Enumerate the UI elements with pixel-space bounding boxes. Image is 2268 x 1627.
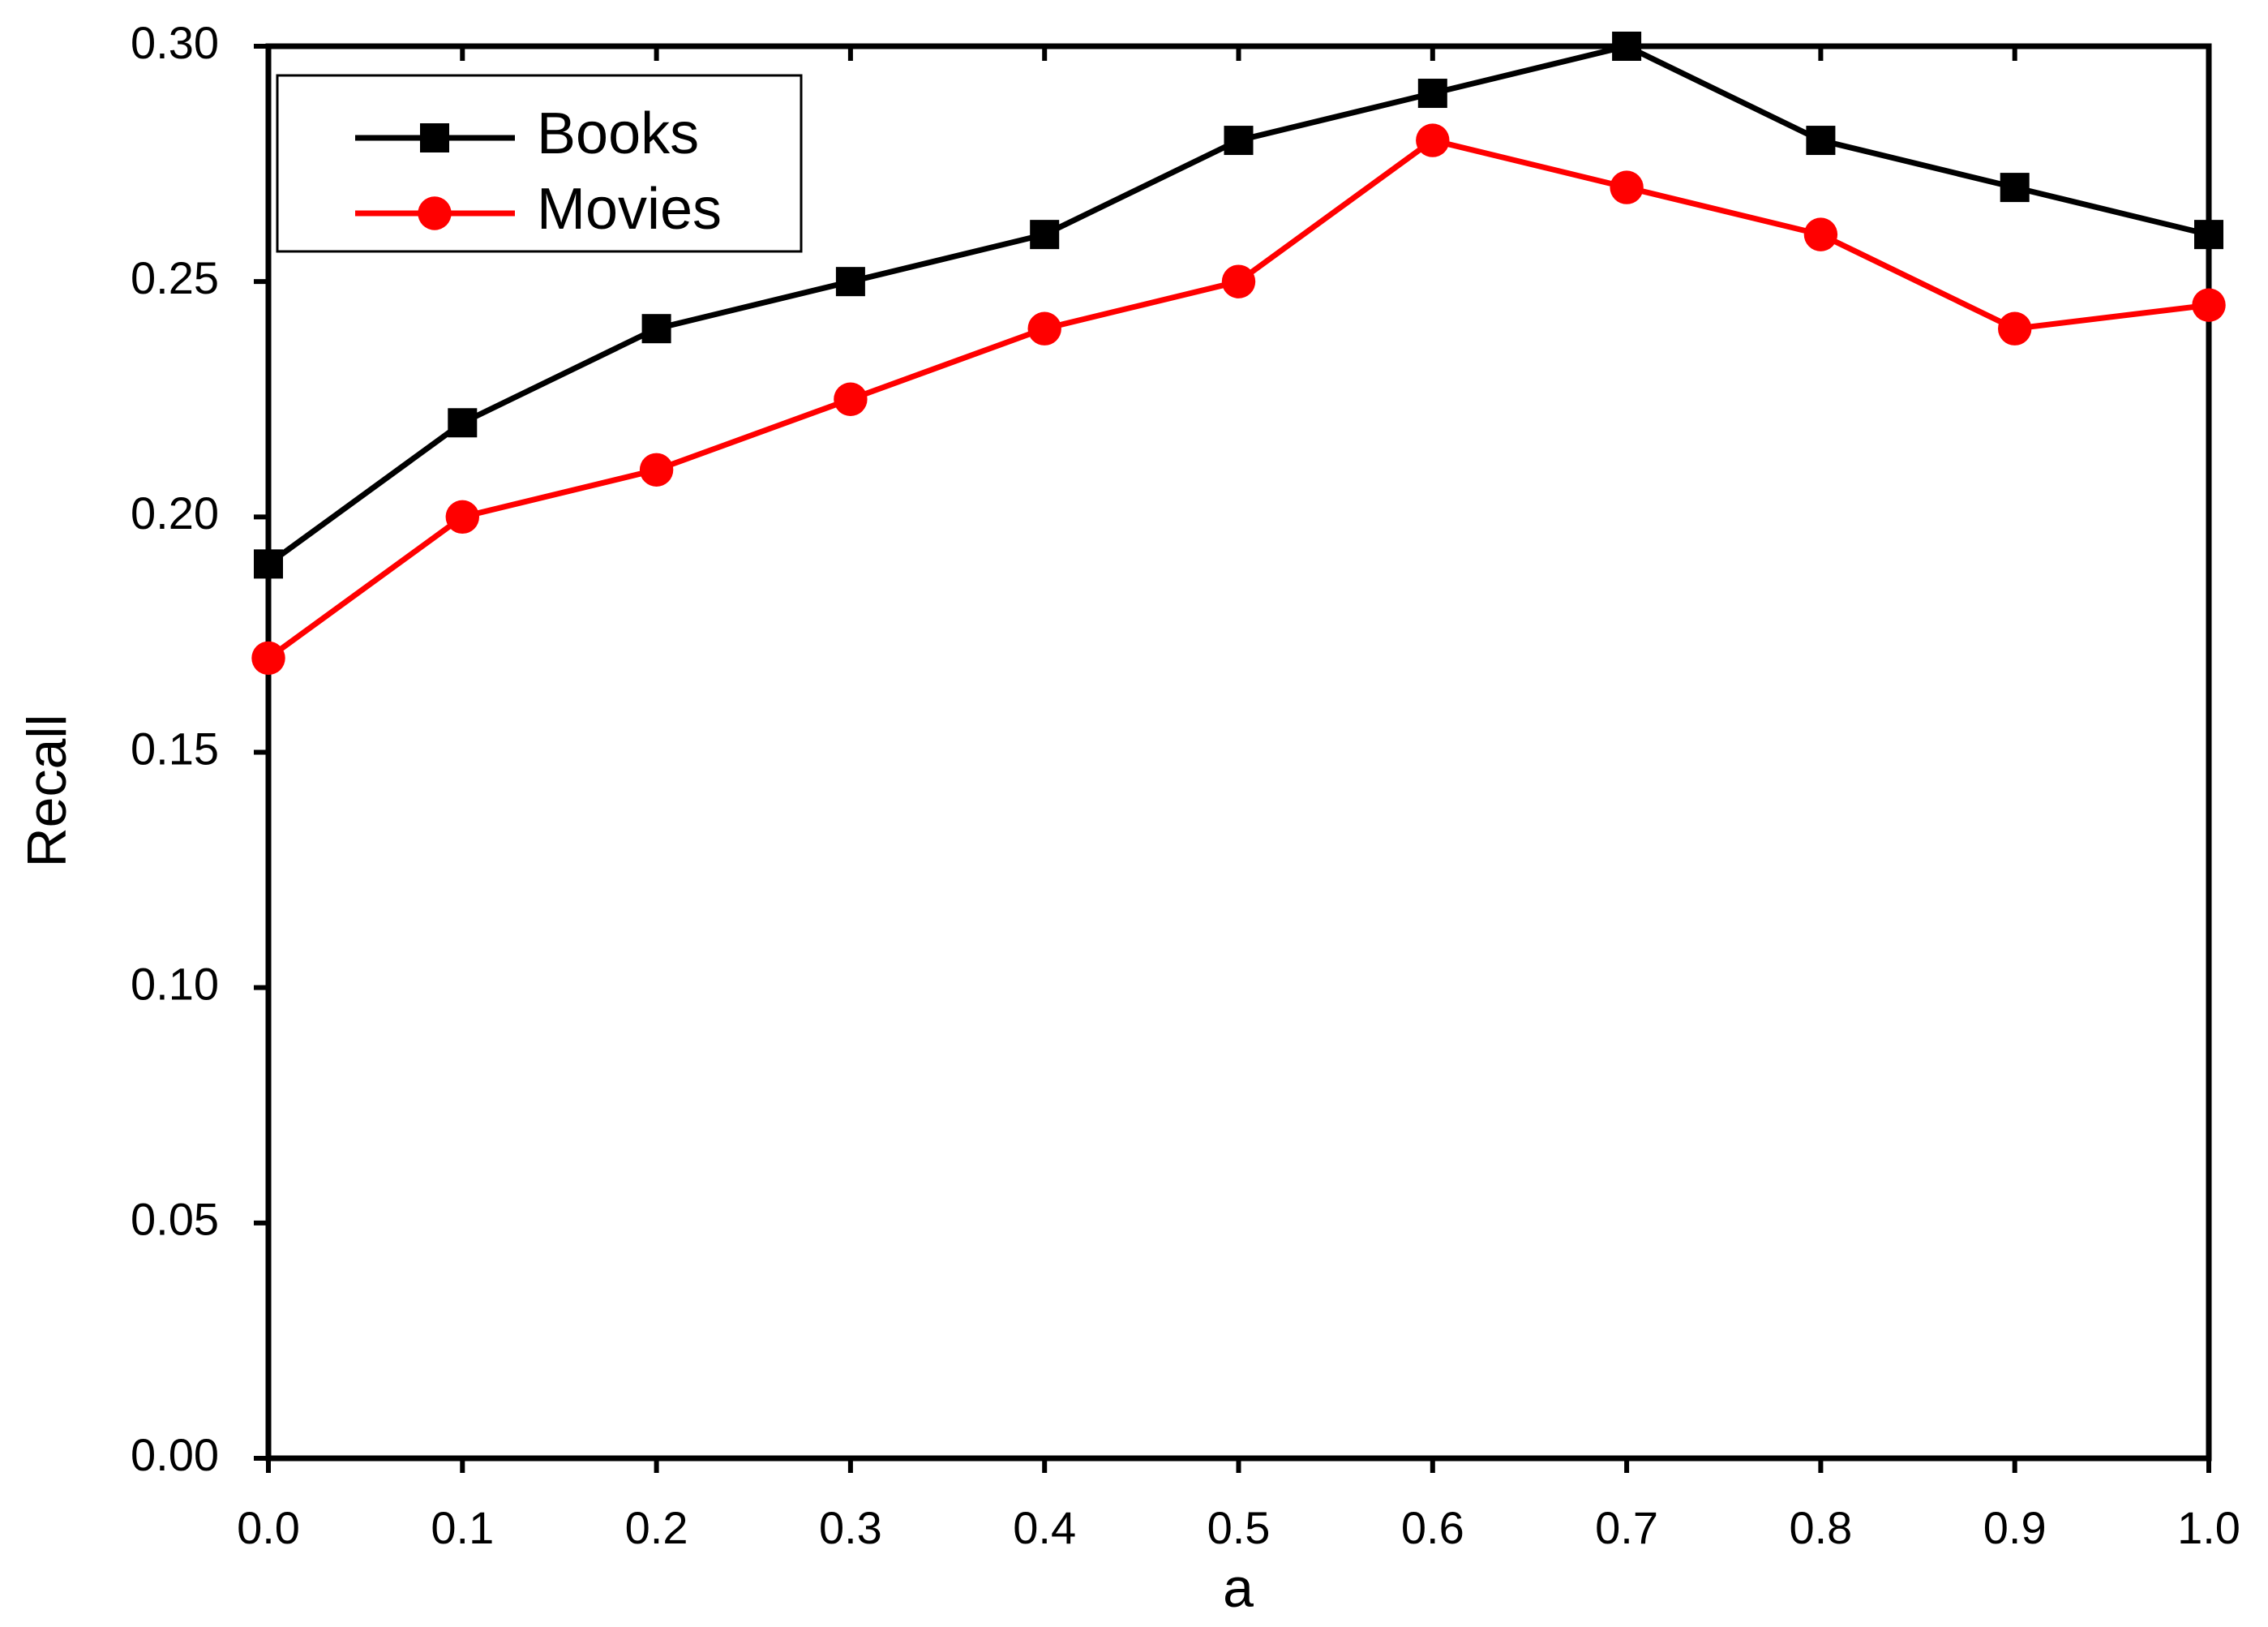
legend-label: Books — [537, 101, 699, 166]
marker — [2000, 173, 2030, 203]
x-tick-label: 0.3 — [819, 1502, 882, 1553]
marker — [2192, 288, 2226, 322]
x-tick-label: 1.0 — [2177, 1502, 2240, 1553]
y-tick-label: 0.30 — [131, 17, 219, 68]
y-tick-label: 0.00 — [131, 1429, 219, 1480]
x-tick-label: 0.6 — [1401, 1502, 1464, 1553]
marker — [1030, 220, 1060, 250]
legend-label: Movies — [537, 177, 722, 242]
x-tick-label: 0.2 — [625, 1502, 688, 1553]
x-tick-label: 0.0 — [237, 1502, 300, 1553]
x-tick-label: 0.1 — [431, 1502, 494, 1553]
marker — [1416, 123, 1450, 157]
marker — [2194, 220, 2223, 250]
marker — [1998, 311, 2032, 346]
x-axis-label: a — [1223, 1557, 1254, 1619]
x-tick-label: 0.8 — [1789, 1502, 1852, 1553]
marker — [418, 196, 452, 230]
x-tick-label: 0.7 — [1595, 1502, 1658, 1553]
marker — [1803, 217, 1838, 251]
marker — [641, 314, 671, 344]
marker — [445, 500, 479, 534]
marker — [1610, 170, 1644, 204]
marker — [251, 641, 285, 676]
marker — [639, 453, 674, 487]
marker — [1806, 126, 1836, 156]
y-tick-label: 0.15 — [131, 723, 219, 774]
plot-frame — [265, 43, 2212, 1462]
legend: Books Movies — [276, 74, 803, 253]
marker — [254, 549, 283, 579]
y-tick-label: 0.20 — [131, 487, 219, 539]
marker — [448, 408, 478, 438]
x-tick-label: 0.9 — [1983, 1502, 2047, 1553]
x-tick-label: 0.4 — [1013, 1502, 1076, 1553]
marker — [835, 267, 865, 297]
legend-box — [276, 74, 803, 253]
marker — [1417, 79, 1447, 109]
marker — [1027, 311, 1061, 346]
marker — [420, 123, 449, 152]
y-tick-label: 0.05 — [131, 1194, 219, 1245]
y-tick-label: 0.25 — [131, 252, 219, 303]
y-tick-label: 0.10 — [131, 958, 219, 1009]
y-axis-label: Recall — [16, 715, 78, 868]
marker — [1224, 126, 1254, 156]
x-tick-label: 0.5 — [1207, 1502, 1271, 1553]
marker — [1221, 264, 1256, 298]
marker — [1612, 32, 1642, 61]
marker — [834, 382, 868, 416]
